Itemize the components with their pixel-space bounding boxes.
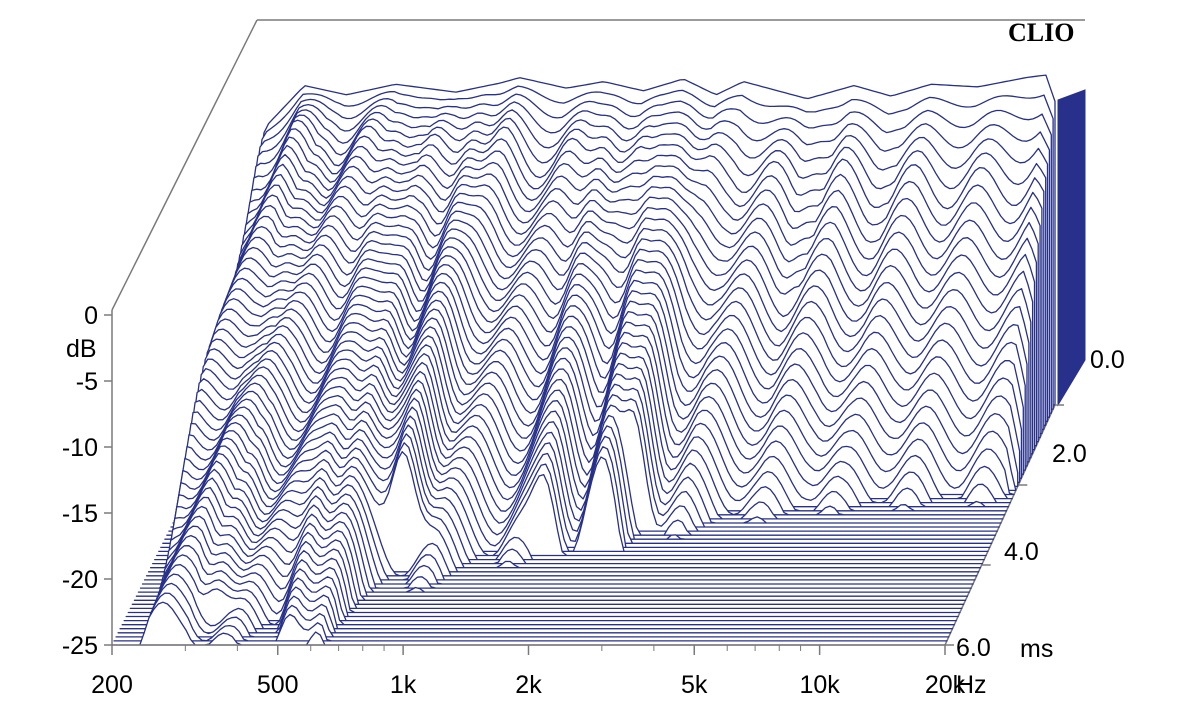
x-axis-unit: Hz <box>956 671 987 699</box>
z-axis-ticks: 0.0 2.0 4.0 6.0 <box>945 346 1125 662</box>
x-axis-ticks: 200 500 1k 2k 5k 10k 20k <box>91 644 966 699</box>
y-tick-label: -20 <box>62 566 98 594</box>
y-axis-label: dB <box>66 335 97 363</box>
y-axis-ticks: 0 -5 -10 -15 -20 -25 <box>62 302 112 660</box>
z-tick-label: 0.0 <box>1090 346 1125 374</box>
frame-left-diagonal <box>111 19 258 311</box>
x-tick-label: 1k <box>390 671 417 699</box>
decay-slice <box>115 582 950 638</box>
y-tick-label: -10 <box>62 434 98 462</box>
chart-frame <box>111 19 1085 646</box>
x-tick-label: 10k <box>799 671 840 699</box>
x-tick-label: 2k <box>515 671 542 699</box>
decay-slice <box>117 573 952 634</box>
y-tick-label: -25 <box>62 632 98 660</box>
x-tick-label: 20k <box>925 671 966 699</box>
spectrum-end-wall <box>1057 89 1086 407</box>
clio-brand-label: CLIO <box>1008 18 1074 47</box>
z-tick-label: 2.0 <box>1052 440 1087 468</box>
y-tick-label: -5 <box>76 368 98 396</box>
waterfall-slices <box>111 74 1086 646</box>
x-tick-label: 200 <box>91 671 133 699</box>
x-tick-label: 5k <box>681 671 708 699</box>
decay-slice <box>113 592 948 642</box>
y-tick-label: -15 <box>62 500 98 528</box>
z-tick-label: 4.0 <box>1004 538 1039 566</box>
x-tick-label: 500 <box>257 671 299 699</box>
y-tick-label: 0 <box>84 302 98 330</box>
z-tick-label: 6.0 <box>956 634 991 662</box>
z-axis-unit: ms <box>1020 635 1053 663</box>
